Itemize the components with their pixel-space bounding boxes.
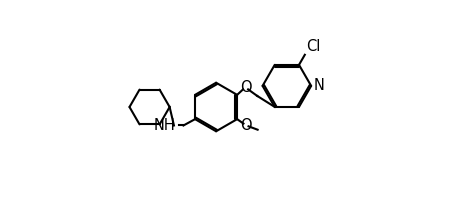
Text: NH: NH: [153, 118, 175, 133]
Text: O: O: [240, 80, 251, 95]
Text: N: N: [314, 78, 325, 93]
Text: O: O: [240, 118, 252, 133]
Text: Cl: Cl: [306, 39, 320, 54]
